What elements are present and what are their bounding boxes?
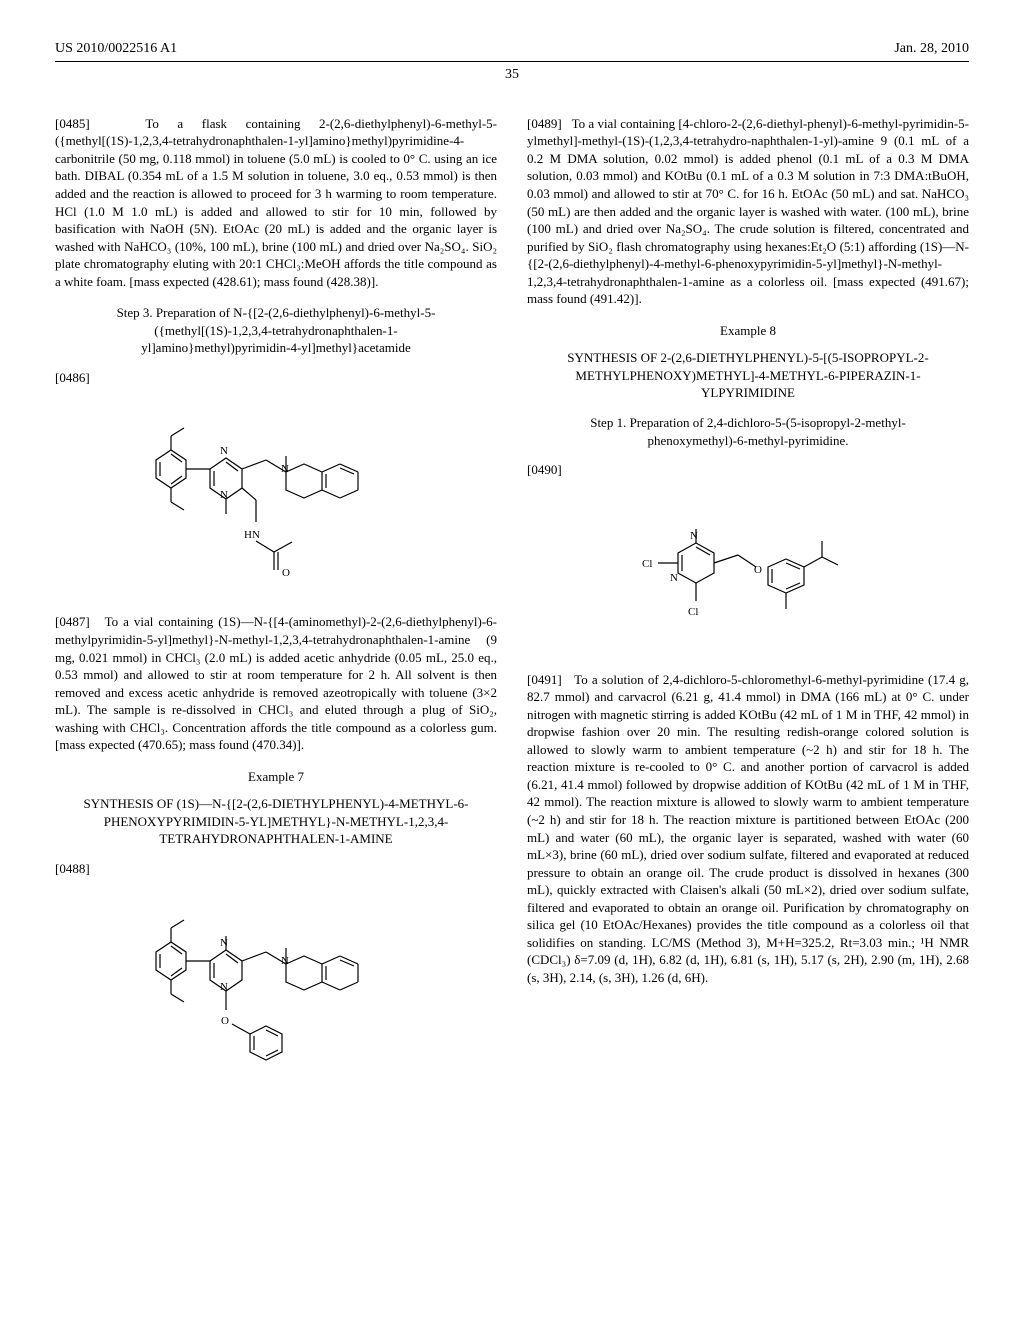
para-text: To a vial containing [4-chloro-2-(2,6-di… <box>527 116 969 306</box>
chemical-structure-icon: N N Cl Cl O <box>598 493 898 653</box>
svg-text:O: O <box>754 564 762 576</box>
svg-text:N: N <box>670 572 678 584</box>
two-column-layout: [0485] To a flask containing 2-(2,6-diet… <box>55 115 969 1110</box>
svg-text:HN: HN <box>244 529 260 541</box>
example7-label: Example 7 <box>55 768 497 786</box>
right-column: [0489] To a vial containing [4-chloro-2-… <box>527 115 969 1110</box>
publication-date: Jan. 28, 2010 <box>894 40 969 59</box>
para-num: [0491] <box>527 672 562 687</box>
paragraph-0488: [0488] <box>55 860 497 878</box>
svg-text:N: N <box>220 981 228 993</box>
svg-text:Cl: Cl <box>688 606 698 618</box>
structure-figure-2: N N N O <box>55 892 497 1092</box>
para-num: [0490] <box>527 462 562 477</box>
svg-text:N: N <box>220 489 228 501</box>
para-text: To a vial containing (1S)—N-{[4-(aminome… <box>55 614 497 752</box>
example8-label: Example 8 <box>527 322 969 340</box>
paragraph-0490: [0490] <box>527 461 969 479</box>
svg-text:O: O <box>282 567 290 579</box>
svg-text:Cl: Cl <box>642 558 652 570</box>
example8-title: SYNTHESIS OF 2-(2,6-DIETHYLPHENYL)-5-[(5… <box>537 349 959 402</box>
svg-text:N: N <box>281 955 289 967</box>
svg-text:N: N <box>281 463 289 475</box>
paragraph-0486: [0486] <box>55 369 497 387</box>
structure-figure-3: N N Cl Cl O <box>527 493 969 653</box>
paragraph-0485: [0485] To a flask containing 2-(2,6-diet… <box>55 115 497 290</box>
para-text: To a solution of 2,4-dichloro-5-chlorome… <box>527 672 969 985</box>
para-text: To a flask containing 2-(2,6-diethylphen… <box>55 116 497 289</box>
chemical-structure-icon: N N N HN O <box>126 400 426 595</box>
svg-text:N: N <box>220 445 228 457</box>
para-num: [0487] <box>55 614 90 629</box>
step3-heading: Step 3. Preparation of N-{[2-(2,6-diethy… <box>85 304 467 357</box>
paragraph-0491: [0491] To a solution of 2,4-dichloro-5-c… <box>527 671 969 987</box>
step1-heading: Step 1. Preparation of 2,4-dichloro-5-(5… <box>557 414 939 449</box>
svg-text:O: O <box>221 1015 229 1027</box>
svg-text:N: N <box>690 530 698 542</box>
left-column: [0485] To a flask containing 2-(2,6-diet… <box>55 115 497 1110</box>
structure-figure-1: N N N HN O <box>55 400 497 595</box>
paragraph-0487: [0487] To a vial containing (1S)—N-{[4-(… <box>55 613 497 753</box>
svg-text:N: N <box>220 937 228 949</box>
para-num: [0486] <box>55 370 90 385</box>
para-num: [0489] <box>527 116 562 131</box>
para-num: [0488] <box>55 861 90 876</box>
page-header: US 2010/0022516 A1 Jan. 28, 2010 <box>55 40 969 62</box>
paragraph-0489: [0489] To a vial containing [4-chloro-2-… <box>527 115 969 308</box>
para-num: [0485] <box>55 116 90 131</box>
chemical-structure-icon: N N N O <box>126 892 426 1092</box>
publication-number: US 2010/0022516 A1 <box>55 40 177 59</box>
example7-title: SYNTHESIS OF (1S)—N-{[2-(2,6-DIETHYLPHEN… <box>65 795 487 848</box>
page-number: 35 <box>55 66 969 85</box>
